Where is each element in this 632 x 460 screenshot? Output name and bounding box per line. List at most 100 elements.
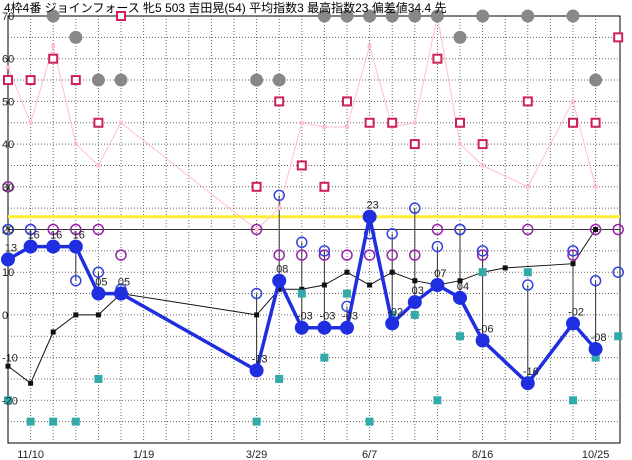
purple-circle	[476, 249, 489, 261]
black-point	[254, 312, 260, 318]
pink-point	[299, 120, 304, 125]
data-label: -08	[591, 332, 607, 344]
data-label: 08	[276, 264, 288, 276]
blue-circle	[70, 274, 82, 287]
black-point	[502, 265, 508, 271]
data-label: -03	[342, 311, 358, 323]
gray-dot	[476, 9, 490, 23]
teal-square	[71, 417, 80, 426]
purple-circle	[589, 223, 602, 236]
pink-point	[28, 120, 33, 125]
data-labels: 13 16 16 16 05 05 -13 08 -03 -03 -03 23 -02 03 07 04 -06…	[5, 200, 607, 379]
main-point	[566, 316, 580, 331]
purple-circle	[250, 223, 263, 236]
blue-circle	[386, 228, 398, 240]
red-square	[48, 53, 59, 64]
red-square	[364, 117, 375, 128]
pink-point	[277, 206, 282, 211]
purple-circle	[409, 249, 421, 261]
main-point	[46, 239, 61, 254]
teal-square	[433, 396, 442, 405]
x-tick-label: 1/19	[133, 449, 154, 460]
gray-dot	[566, 9, 580, 23]
pink-point	[412, 120, 417, 125]
gray-dot	[91, 73, 105, 87]
y-tick-label: -10	[2, 353, 18, 365]
blue-circle	[2, 223, 14, 236]
gray-dot	[589, 73, 603, 87]
red-square	[477, 139, 488, 150]
pink-point	[571, 99, 575, 104]
black-point	[570, 261, 576, 267]
teal-square	[252, 417, 261, 426]
x-tick-label: 3/29	[246, 449, 267, 460]
pink-point	[367, 43, 372, 48]
main-point	[340, 320, 354, 335]
x-tick-label: 11/10	[17, 449, 44, 460]
black-point	[5, 363, 11, 369]
x-tick-label: 8/16	[472, 449, 493, 460]
data-label: -02	[387, 306, 403, 318]
black-point	[344, 269, 350, 275]
data-label: -16	[523, 366, 539, 378]
gray-dot	[46, 9, 60, 23]
purple-circle	[47, 223, 59, 236]
red-square	[342, 96, 352, 107]
teal-square	[320, 353, 329, 362]
red-square	[319, 181, 330, 192]
red-square	[116, 11, 126, 21]
gray-dot	[453, 30, 467, 44]
red-square	[251, 181, 262, 192]
teal-square	[297, 289, 306, 298]
purple-circle	[70, 223, 82, 236]
y-tick-label: -20	[2, 395, 18, 407]
teal-square	[275, 374, 284, 383]
teal-square	[388, 310, 397, 319]
teal-square	[343, 289, 351, 298]
blue-circle	[24, 223, 37, 236]
black-point	[321, 282, 327, 288]
main-point	[91, 286, 106, 301]
teal-square	[591, 353, 600, 362]
main-point	[520, 376, 535, 391]
pink-point	[6, 65, 10, 70]
teal-square	[478, 268, 487, 277]
purple-circle	[92, 223, 105, 236]
black-point	[299, 286, 305, 292]
blue-circle	[589, 274, 602, 287]
y-tick-label: 50	[2, 96, 14, 108]
purple-circle	[612, 223, 624, 236]
y-tick-label: 40	[2, 139, 14, 151]
axes: 70 60 50 40 30 20 10 0 -10 -20 11/10 1/19 3/29 6/7 8/1…	[2, 11, 609, 460]
blue-circle	[431, 240, 444, 253]
pink-point	[322, 125, 327, 130]
red-square	[568, 117, 578, 128]
pink-point	[254, 227, 259, 232]
y-tick-label: 30	[2, 182, 14, 194]
main-point	[475, 333, 490, 348]
gray-dot	[272, 73, 286, 87]
data-label: -13	[252, 353, 268, 365]
teal-square	[365, 417, 374, 426]
main-point	[1, 252, 15, 267]
blue-circle	[476, 245, 489, 257]
data-label: -06	[478, 324, 494, 336]
series-markers	[1, 9, 624, 426]
black-point	[50, 329, 56, 335]
main-point	[362, 209, 377, 224]
teal-square	[49, 417, 58, 426]
y-tick-label: 20	[2, 225, 14, 237]
red-square	[590, 117, 601, 128]
teal-square	[569, 396, 577, 405]
pink-point	[458, 142, 462, 147]
main-point	[317, 320, 332, 335]
gray-dot	[430, 9, 444, 23]
blue-circle	[567, 245, 579, 257]
red-square	[613, 32, 624, 43]
pink-point	[525, 184, 530, 189]
purple-circle	[296, 249, 308, 261]
main-point	[430, 278, 445, 293]
purple-circle	[2, 181, 14, 193]
blue-circle	[454, 223, 466, 236]
black-point	[28, 380, 34, 386]
